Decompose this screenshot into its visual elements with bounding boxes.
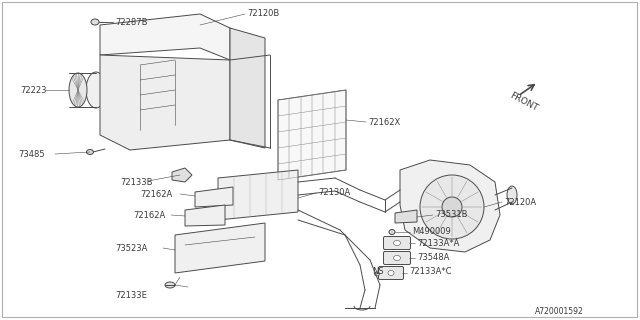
Text: 73523A: 73523A <box>115 244 147 252</box>
Text: FRONT: FRONT <box>508 91 539 113</box>
Polygon shape <box>278 90 346 180</box>
Ellipse shape <box>86 72 106 108</box>
Text: 72133A*A: 72133A*A <box>417 238 460 247</box>
Text: 72120A: 72120A <box>504 197 536 206</box>
Polygon shape <box>100 14 230 60</box>
Ellipse shape <box>165 282 175 288</box>
Ellipse shape <box>394 255 401 260</box>
Text: 73485: 73485 <box>18 149 45 158</box>
Ellipse shape <box>389 229 395 235</box>
Polygon shape <box>195 187 233 207</box>
Text: 72162X: 72162X <box>368 117 400 126</box>
Text: A720001592: A720001592 <box>535 308 584 316</box>
Circle shape <box>420 175 484 239</box>
Polygon shape <box>230 28 265 148</box>
FancyBboxPatch shape <box>383 252 410 265</box>
Text: M490009: M490009 <box>412 227 451 236</box>
Text: 72162A: 72162A <box>133 211 165 220</box>
Ellipse shape <box>86 149 93 155</box>
Polygon shape <box>100 55 230 150</box>
Text: 72287B: 72287B <box>115 18 147 27</box>
Polygon shape <box>400 160 500 252</box>
Text: 72130A: 72130A <box>318 188 350 196</box>
Ellipse shape <box>394 241 401 245</box>
Text: 72120B: 72120B <box>247 9 279 18</box>
Text: 72133B: 72133B <box>120 178 152 187</box>
Text: 72133E: 72133E <box>115 291 147 300</box>
Text: 73531B: 73531B <box>435 210 467 219</box>
Text: 72223: 72223 <box>20 85 47 94</box>
Polygon shape <box>172 168 192 182</box>
Polygon shape <box>175 223 265 273</box>
FancyBboxPatch shape <box>378 267 403 279</box>
Ellipse shape <box>69 73 87 107</box>
Ellipse shape <box>507 186 517 204</box>
Ellipse shape <box>374 272 380 276</box>
Text: 72133A*C: 72133A*C <box>409 268 451 276</box>
Polygon shape <box>395 210 417 223</box>
Polygon shape <box>218 170 298 220</box>
Polygon shape <box>185 205 225 226</box>
Text: 72162A: 72162A <box>140 189 172 198</box>
Ellipse shape <box>91 19 99 25</box>
Ellipse shape <box>388 270 394 276</box>
FancyBboxPatch shape <box>383 236 410 250</box>
Text: NS: NS <box>372 268 383 276</box>
Circle shape <box>442 197 462 217</box>
Text: 73548A: 73548A <box>417 252 449 261</box>
